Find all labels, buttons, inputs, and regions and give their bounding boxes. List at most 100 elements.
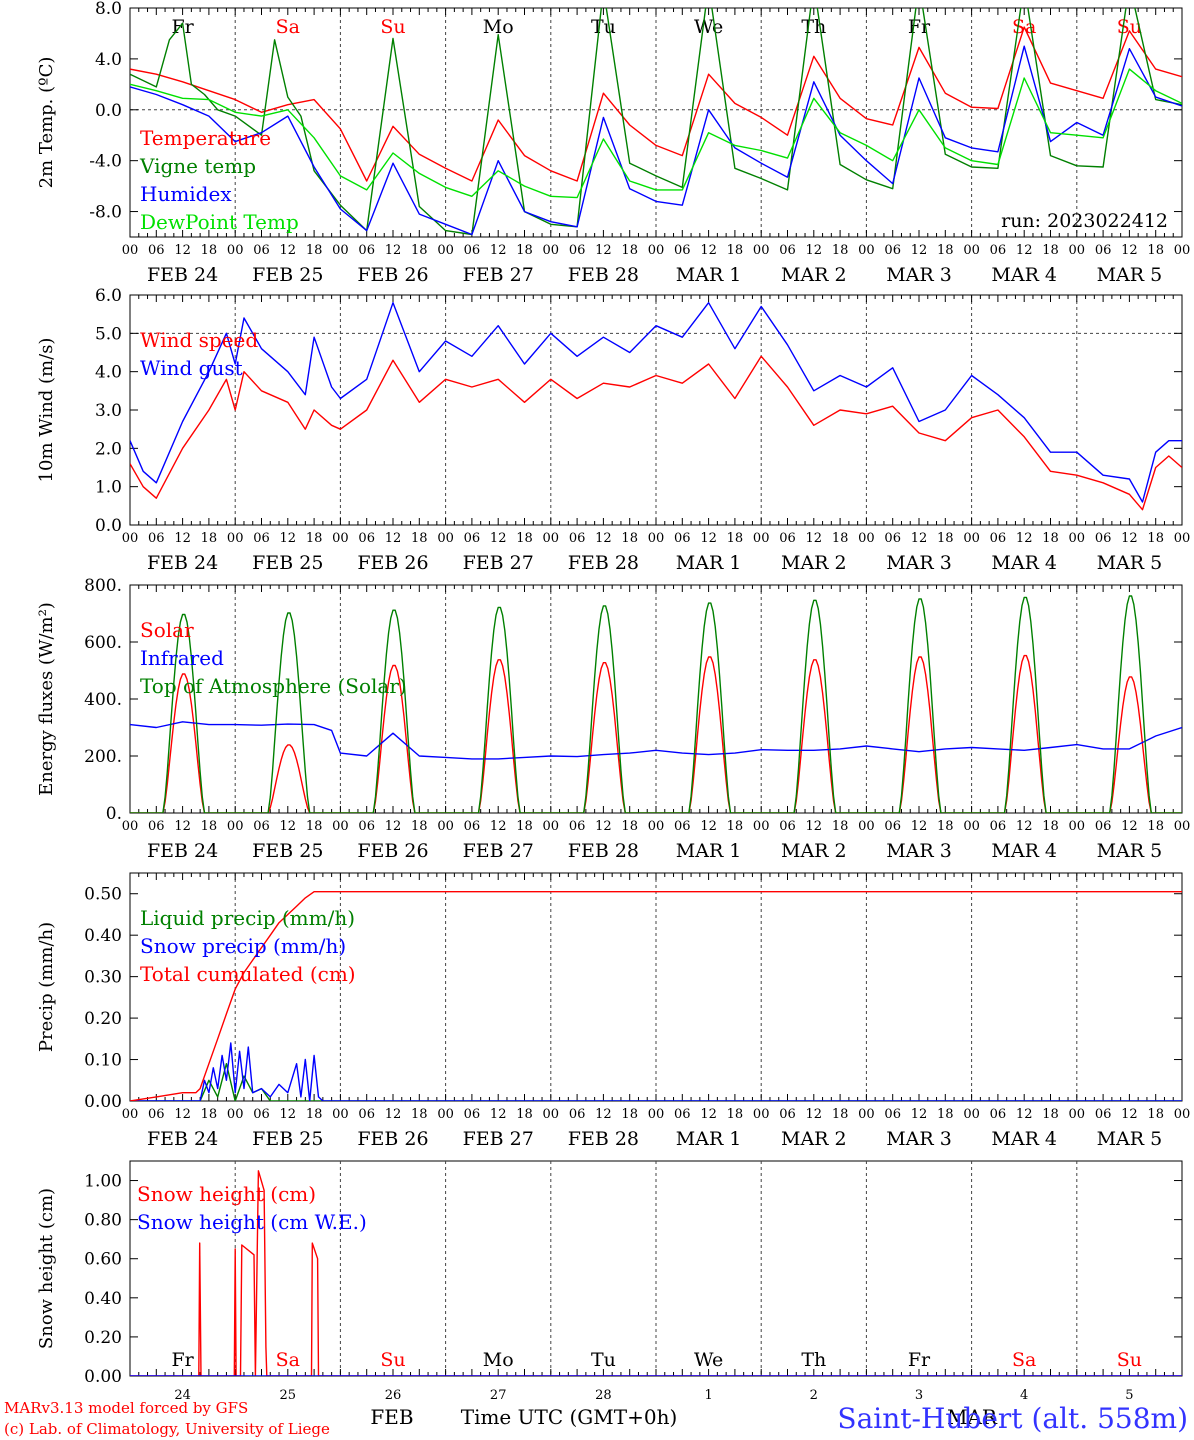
hour-tick-label: 12 [595, 243, 612, 258]
hour-tick-label: 12 [385, 243, 402, 258]
hour-tick-label: 18 [937, 1107, 954, 1122]
hour-tick-label: 06 [569, 1107, 586, 1122]
date-label: FEB 26 [357, 1128, 428, 1150]
date-label: FEB 26 [357, 552, 428, 574]
date-label: FEB 24 [147, 264, 218, 286]
hour-tick-label: 00 [1174, 819, 1191, 834]
hour-tick-label: 06 [358, 243, 375, 258]
y-tick-label: -8.0 [89, 203, 122, 223]
legend-entry: Top of Atmosphere (Solar) [140, 674, 407, 698]
hour-tick-label: 06 [779, 243, 796, 258]
hour-tick-label: 00 [648, 531, 665, 546]
weekday-label: Su [380, 16, 405, 38]
x-axis-label: Time UTC (GMT+0h) [461, 1405, 678, 1429]
hour-tick-label: 00 [753, 531, 770, 546]
hour-tick-label: 06 [990, 819, 1007, 834]
series-line-dewpoint-temp [130, 68, 1182, 199]
hour-tick-label: 12 [1016, 243, 1033, 258]
date-label: FEB 26 [357, 264, 428, 286]
weekday-label: Su [1117, 1349, 1142, 1371]
hour-tick-label: 18 [832, 1107, 849, 1122]
date-label: MAR 2 [781, 1128, 847, 1150]
y-tick-label: 8.0 [95, 0, 122, 19]
y-axis-label: Snow height (cm) [36, 1188, 57, 1349]
footer: MARv3.13 model forced by GFS (c) Lab. of… [4, 1399, 1188, 1438]
hour-tick-label: 12 [385, 1107, 402, 1122]
weekday-label: Mo [483, 16, 514, 38]
hour-tick-label: 00 [1174, 1107, 1191, 1122]
hour-tick-label: 00 [227, 819, 244, 834]
month-label-feb: FEB [370, 1405, 413, 1429]
hour-tick-label: 06 [148, 243, 165, 258]
chart-panel-5: 1.00 0.80 0.60 0.40 0.20 0.00 Snow height (cm)… [36, 1160, 1183, 1403]
hour-tick-label: 12 [280, 1107, 297, 1122]
date-label: MAR 1 [676, 264, 742, 286]
hour-tick-label: 18 [411, 819, 428, 834]
hour-tick-label: 00 [543, 243, 560, 258]
hour-tick-label: 00 [963, 1107, 980, 1122]
date-label: MAR 3 [886, 1128, 952, 1150]
date-label: MAR 1 [676, 1128, 742, 1150]
hour-tick-label: 18 [937, 531, 954, 546]
date-label: FEB 28 [568, 264, 639, 286]
hour-tick-label: 12 [490, 531, 507, 546]
hour-tick-label: 00 [1069, 531, 1086, 546]
hour-tick-label: 00 [543, 531, 560, 546]
panels: 8.04.00.0-4.0-8.02m Temp. (ºC)00 06 12 18FE… [36, 0, 1190, 1403]
hour-tick-label: 06 [464, 819, 481, 834]
hour-tick-label: 00 [437, 243, 454, 258]
weekday-label: Tu [591, 1349, 616, 1371]
hour-tick-label: 06 [569, 531, 586, 546]
hour-tick-label: 00 [753, 1107, 770, 1122]
hour-tick-label: 00 [332, 531, 349, 546]
hour-tick-label: 12 [174, 819, 191, 834]
hour-tick-label: 06 [148, 819, 165, 834]
hour-tick-label: 18 [727, 1107, 744, 1122]
hour-tick-label: 06 [674, 1107, 691, 1122]
hour-tick-label: 12 [280, 531, 297, 546]
hour-tick-label: 00 [543, 819, 560, 834]
date-label: FEB 27 [463, 1128, 534, 1150]
day-number-label: 26 [385, 1388, 402, 1403]
hour-tick-label: 00 [227, 1107, 244, 1122]
legend-entry: Vigne temp [139, 154, 256, 178]
month-label-mar: MAR [947, 1405, 998, 1429]
hour-tick-label: 12 [490, 243, 507, 258]
hour-tick-label: 12 [1121, 819, 1138, 834]
weekday-label: Tu [591, 16, 616, 38]
hour-tick-label: 12 [595, 531, 612, 546]
hour-tick-label: 18 [1147, 819, 1164, 834]
hour-tick-label: 06 [464, 531, 481, 546]
credit-line-2: (c) Lab. of Climatology, University of L… [4, 1420, 330, 1438]
date-label: MAR 5 [1097, 552, 1163, 574]
hour-tick-label: 00 [963, 243, 980, 258]
hour-tick-label: 06 [253, 819, 270, 834]
day-number-label: 4 [1020, 1388, 1028, 1403]
y-tick-label: 1.00 [84, 1172, 122, 1192]
hour-tick-label: 12 [1121, 243, 1138, 258]
hour-tick-label: 18 [201, 243, 218, 258]
date-label: FEB 24 [147, 840, 218, 862]
hour-tick-label: 18 [306, 819, 323, 834]
hour-tick-label: 18 [516, 531, 533, 546]
hour-tick-label: 00 [753, 819, 770, 834]
legend-entry: DewPoint Temp [140, 210, 299, 234]
y-tick-label: 400. [84, 690, 122, 710]
weekday-label: Su [1117, 16, 1142, 38]
chart-panel-3: 800. 600. 400. 200. 0. Energy fluxes (W/m²) 00… [36, 576, 1190, 862]
series-line-infrared [130, 721, 1182, 760]
hour-tick-label: 12 [1121, 1107, 1138, 1122]
hour-tick-label: 12 [1016, 531, 1033, 546]
hour-tick-label: 18 [937, 819, 954, 834]
hour-tick-label: 12 [806, 243, 823, 258]
hour-tick-label: 12 [700, 531, 717, 546]
hour-tick-label: 00 [227, 531, 244, 546]
hour-tick-label: 06 [253, 531, 270, 546]
hour-tick-label: 06 [1095, 819, 1112, 834]
hour-tick-label: 06 [253, 243, 270, 258]
legend-entry: Total cumulated (cm) [140, 962, 356, 986]
hour-tick-label: 12 [174, 243, 191, 258]
hour-tick-label: 18 [201, 819, 218, 834]
y-tick-label: 4.0 [95, 50, 122, 70]
y-tick-label: 0.60 [84, 1250, 122, 1270]
